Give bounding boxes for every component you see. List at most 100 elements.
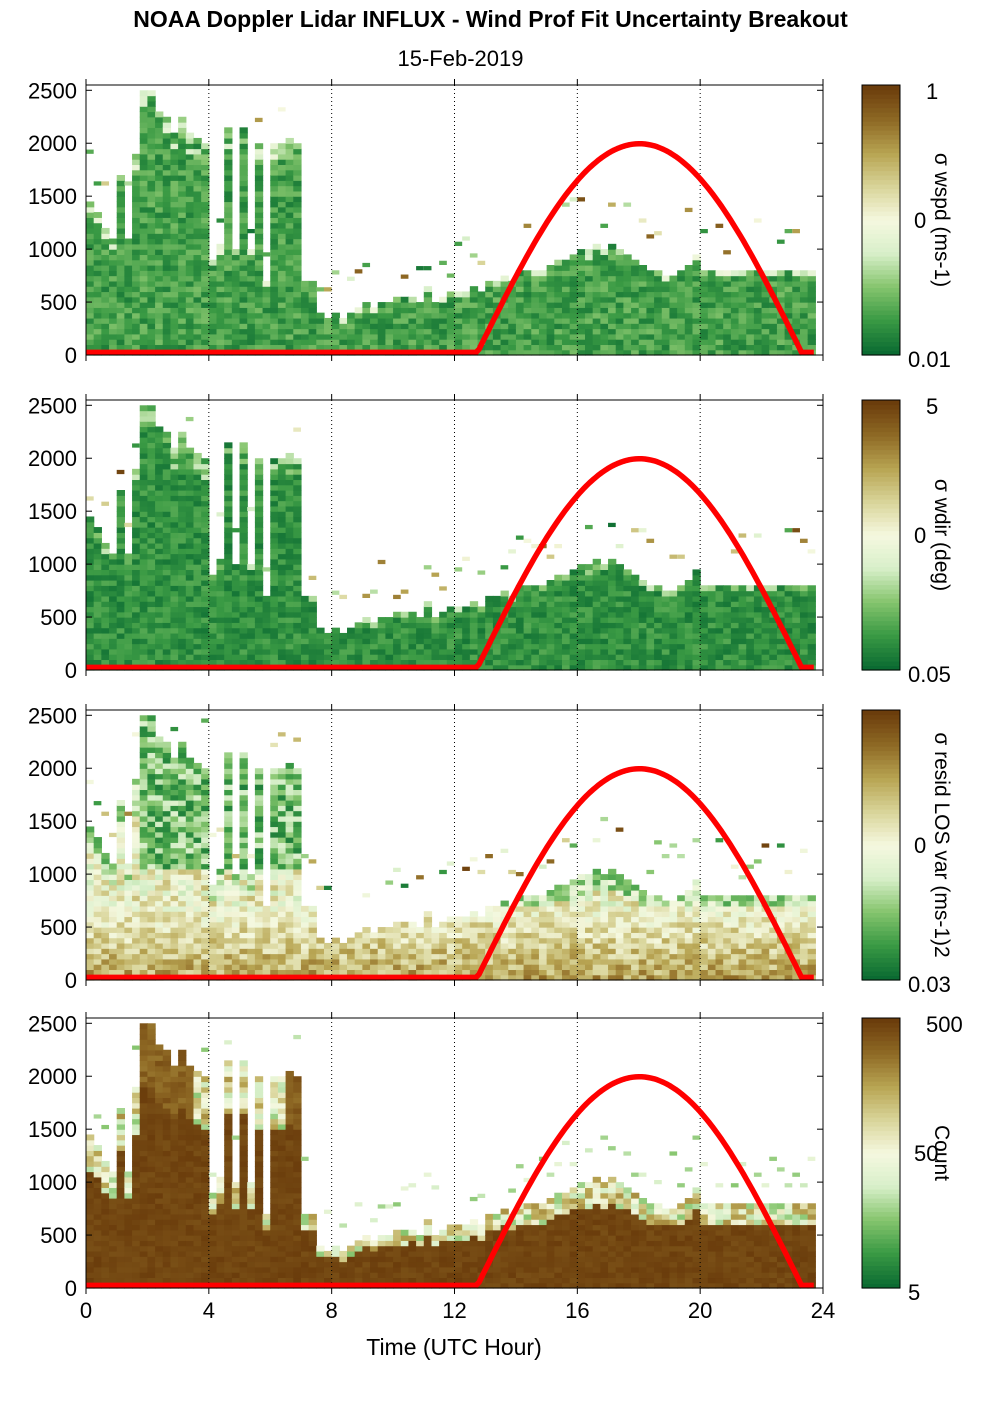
heatmap-speckle — [362, 593, 371, 598]
heatmap-cell — [101, 884, 110, 891]
heatmap-cell — [224, 286, 233, 293]
heatmap-cell — [515, 632, 525, 639]
heatmap-speckle — [469, 253, 478, 258]
heatmap-cell — [162, 185, 172, 192]
heatmap-cell — [162, 632, 172, 639]
heatmap-cell — [86, 516, 95, 523]
heatmap-cell — [193, 180, 202, 187]
heatmap-cell — [147, 715, 156, 722]
heatmap-cell — [753, 601, 763, 608]
heatmap-cell — [155, 201, 164, 208]
heatmap-cell — [224, 837, 233, 843]
heatmap-cell — [370, 323, 379, 330]
heatmap-cell — [270, 328, 279, 335]
colorbar-segment — [862, 562, 900, 568]
heatmap-cell — [147, 826, 156, 833]
heatmap-cell — [308, 622, 317, 629]
heatmap-cell — [201, 800, 210, 806]
heatmap-cell — [116, 821, 125, 828]
heatmap-cell — [669, 622, 678, 629]
heatmap-cell — [86, 317, 95, 324]
heatmap-cell — [277, 233, 287, 240]
heatmap-cell — [577, 307, 586, 314]
heatmap-cell — [408, 643, 417, 650]
heatmap-cell — [216, 879, 225, 886]
heatmap-cell — [293, 190, 302, 197]
heatmap-cell — [400, 312, 410, 319]
colorbar-frame — [861, 84, 901, 356]
heatmap-cell — [715, 606, 724, 613]
colorbar-segment — [862, 580, 900, 586]
heatmap-cell — [393, 617, 402, 623]
heatmap-cell — [769, 627, 778, 634]
heatmap-cell — [723, 664, 732, 671]
colorbar-segment — [862, 467, 900, 473]
heatmap-cell — [201, 942, 210, 949]
colorbar-segment — [862, 220, 900, 226]
heatmap-cell — [139, 606, 149, 613]
heatmap-cell — [208, 275, 218, 282]
heatmap-cell — [86, 879, 95, 886]
heatmap-cell — [585, 617, 594, 623]
heatmap-cell — [132, 622, 141, 629]
heatmap-cell — [362, 654, 371, 661]
heatmap-cell — [216, 280, 225, 287]
heatmap-cell — [208, 958, 218, 965]
heatmap-cell — [293, 291, 302, 298]
heatmap-cell — [423, 611, 433, 618]
heatmap-cell — [116, 590, 125, 597]
heatmap-cell — [285, 175, 294, 181]
heatmap-cell — [293, 238, 302, 245]
heatmap-cell — [93, 265, 102, 271]
heatmap-cell — [508, 317, 517, 324]
heatmap-cell — [339, 632, 348, 639]
heatmap-cell — [193, 890, 202, 896]
heatmap-cell — [431, 328, 440, 335]
heatmap-cell — [193, 805, 202, 812]
heatmap-cell — [185, 249, 195, 256]
heatmap-cell — [101, 238, 110, 245]
heatmap-cell — [623, 280, 632, 287]
heatmap-cell — [707, 312, 717, 319]
heatmap-cell — [500, 344, 509, 351]
heatmap-cell — [416, 627, 425, 634]
heatmap-cell — [216, 884, 225, 891]
heatmap-cell — [132, 275, 141, 282]
heatmap-cell — [654, 286, 663, 293]
heatmap-cell — [155, 942, 164, 949]
heatmap-cell — [147, 762, 156, 769]
heatmap-cell — [109, 302, 118, 308]
heatmap-cell — [531, 349, 540, 356]
heatmap-cell — [162, 659, 172, 666]
heatmap-cell — [554, 333, 563, 340]
heatmap-cell — [500, 638, 509, 645]
heatmap-cell — [216, 921, 225, 928]
heatmap-cell — [239, 201, 248, 208]
heatmap-cell — [285, 180, 294, 187]
heatmap-cell — [331, 328, 340, 335]
heatmap-cell — [776, 291, 786, 298]
heatmap-cell — [677, 622, 686, 629]
heatmap-cell — [508, 344, 517, 351]
heatmap-cell — [201, 505, 210, 512]
heatmap-cell — [178, 805, 187, 812]
heatmap-cell — [208, 643, 218, 650]
heatmap-cell — [147, 863, 156, 870]
heatmap-cell — [170, 837, 179, 843]
heatmap-cell — [231, 569, 241, 576]
heatmap-cell — [201, 185, 210, 192]
heatmap-cell — [761, 611, 770, 618]
heatmap-cell — [239, 447, 248, 454]
heatmap-cell — [201, 312, 210, 319]
heatmap-cell — [577, 286, 586, 293]
heatmap-cell — [155, 537, 164, 544]
heatmap-cell — [178, 537, 187, 544]
heatmap-cell — [730, 296, 740, 303]
heatmap-cell — [155, 553, 164, 560]
heatmap-cell — [162, 778, 172, 785]
heatmap-cell — [116, 617, 125, 623]
heatmap-cell — [239, 307, 248, 314]
heatmap-cell — [185, 574, 195, 581]
heatmap-cell — [277, 265, 287, 271]
heatmap-cell — [654, 622, 663, 629]
